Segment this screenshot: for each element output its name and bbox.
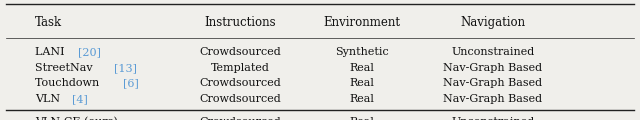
Text: Instructions: Instructions (204, 16, 276, 29)
Text: Touchdown: Touchdown (35, 78, 103, 88)
Text: Nav-Graph Based: Nav-Graph Based (444, 78, 542, 88)
Text: Real: Real (349, 63, 374, 73)
Text: Real: Real (349, 78, 374, 88)
Text: StreetNav: StreetNav (35, 63, 97, 73)
Text: Real: Real (349, 94, 374, 104)
Text: Templated: Templated (211, 63, 269, 73)
Text: Synthetic: Synthetic (335, 47, 388, 57)
Text: Nav-Graph Based: Nav-Graph Based (444, 94, 542, 104)
Text: LANI: LANI (35, 47, 68, 57)
Text: Crowdsourced: Crowdsourced (199, 94, 281, 104)
Text: Unconstrained: Unconstrained (451, 47, 534, 57)
Text: Environment: Environment (323, 16, 400, 29)
Text: Crowdsourced: Crowdsourced (199, 78, 281, 88)
Text: Real: Real (349, 117, 374, 120)
Text: [4]: [4] (72, 94, 88, 104)
Text: [13]: [13] (114, 63, 137, 73)
Text: [20]: [20] (78, 47, 101, 57)
Text: Navigation: Navigation (460, 16, 525, 29)
Text: Task: Task (35, 16, 62, 29)
Text: Crowdsourced: Crowdsourced (199, 47, 281, 57)
Text: VLN: VLN (35, 94, 64, 104)
Text: VLN-CE (ours): VLN-CE (ours) (35, 117, 118, 120)
Text: [6]: [6] (123, 78, 138, 88)
Text: Nav-Graph Based: Nav-Graph Based (444, 63, 542, 73)
Text: Unconstrained: Unconstrained (451, 117, 534, 120)
Text: Crowdsourced: Crowdsourced (199, 117, 281, 120)
